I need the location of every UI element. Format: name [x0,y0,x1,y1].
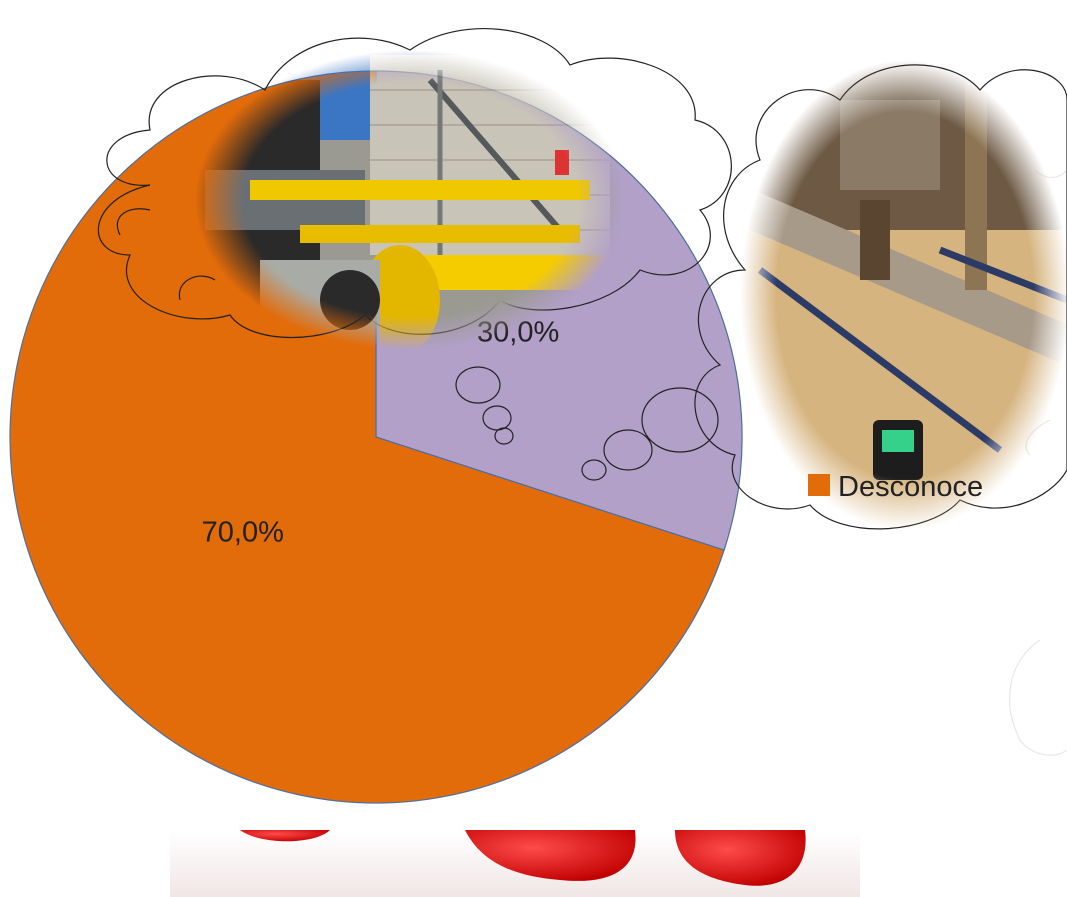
pie-slice-desconoce [9,70,725,804]
legend-swatch-desconoce [808,474,830,496]
pie-value-label-2: 70,0% [202,516,284,548]
legend-label-desconoce: Desconoce [838,471,983,503]
pipeline-station-photo [97,28,732,445]
watermark [1009,169,1067,756]
flowmeter-pipe-photo [581,60,1067,530]
legend: Desconoce [808,471,983,503]
red-figure-feet [170,830,860,897]
